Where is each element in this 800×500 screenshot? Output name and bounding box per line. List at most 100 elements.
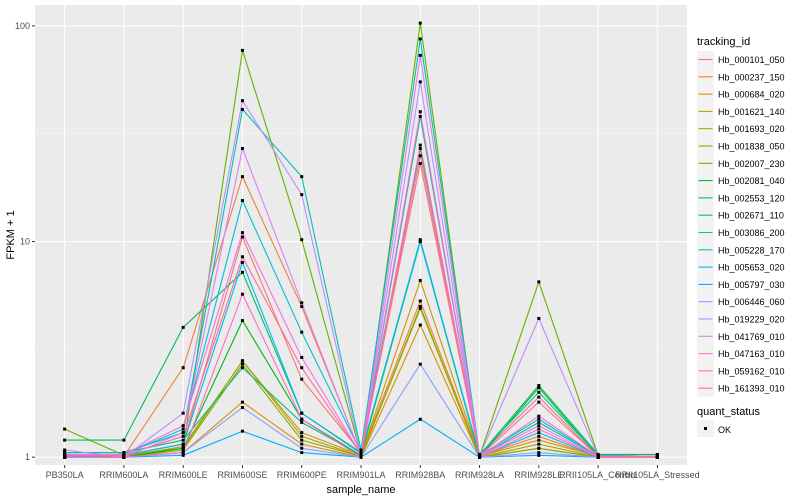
data-point: [418, 110, 422, 114]
data-point: [418, 240, 422, 244]
data-point: [122, 455, 126, 459]
data-point: [181, 448, 185, 452]
data-point: [181, 451, 185, 455]
legend-label: Hb_002081_040: [718, 176, 785, 186]
legend-label: Hb_001693_020: [718, 124, 785, 134]
legend-label: Hb_041769_010: [718, 332, 785, 342]
data-point: [655, 454, 659, 458]
data-point: [181, 434, 185, 438]
x-tick-label: RRIM928LE: [514, 470, 563, 480]
data-point: [300, 301, 304, 305]
data-point: [418, 323, 422, 327]
data-point: [300, 175, 304, 179]
x-tick-label: RRIM600SE: [217, 470, 267, 480]
data-point: [537, 400, 541, 404]
legend-title: tracking_id: [697, 36, 750, 48]
data-point: [359, 448, 363, 452]
data-point: [240, 107, 244, 111]
data-point: [240, 292, 244, 296]
data-point: [418, 304, 422, 308]
data-point: [300, 330, 304, 334]
data-point: [240, 260, 244, 264]
data-point: [300, 420, 304, 424]
series-points: [63, 21, 659, 459]
legend-label: Hb_005797_030: [718, 280, 785, 290]
x-tick-label: RRIM600LE: [159, 470, 208, 480]
data-point: [418, 162, 422, 166]
data-point: [300, 238, 304, 242]
data-point: [122, 451, 126, 455]
data-point: [63, 451, 67, 455]
data-point: [240, 235, 244, 239]
data-point: [300, 193, 304, 197]
data-point: [122, 453, 126, 457]
data-point: [537, 438, 541, 442]
data-point: [240, 362, 244, 366]
data-point: [240, 175, 244, 179]
data-point: [300, 442, 304, 446]
data-point: [537, 424, 541, 428]
data-point: [240, 359, 244, 363]
x-tick-label: RRIM600PE: [277, 470, 327, 480]
data-point: [63, 438, 67, 442]
data-point: [300, 417, 304, 421]
x-tick-label: RRII105LA_Control: [559, 470, 637, 480]
data-point: [122, 438, 126, 442]
data-point: [300, 411, 304, 415]
data-point: [537, 420, 541, 424]
data-point: [181, 366, 185, 370]
data-point: [240, 319, 244, 323]
data-point: [63, 448, 67, 452]
data-point: [300, 446, 304, 450]
y-axis: 1 10 100: [15, 21, 35, 462]
data-point: [537, 434, 541, 438]
data-point: [300, 366, 304, 370]
data-point: [63, 427, 67, 431]
data-point: [418, 143, 422, 147]
data-point: [181, 453, 185, 457]
legend-label: Hb_047163_010: [718, 349, 785, 359]
data-point: [240, 147, 244, 151]
data-point: [63, 455, 67, 459]
legend-label: Hb_002553_120: [718, 193, 785, 203]
legend-label: Hb_002007_230: [718, 159, 785, 169]
data-point: [537, 451, 541, 455]
data-point: [537, 431, 541, 435]
legend-label: Hb_000237_150: [718, 72, 785, 82]
data-point: [181, 411, 185, 415]
data-point: [359, 455, 363, 459]
legend-label: Hb_001621_140: [718, 107, 785, 117]
data-point: [300, 355, 304, 359]
y-axis-title: FPKM + 1: [5, 210, 17, 259]
x-axis-title: sample_name: [326, 484, 395, 496]
x-tick-label: RRIM600LA: [99, 470, 148, 480]
y-tick-label: 100: [15, 21, 30, 31]
data-point: [537, 442, 541, 446]
data-point: [181, 424, 185, 428]
x-axis: PB350LA RRIM600LA RRIM600LE RRIM600SE RRIM60…: [46, 465, 700, 480]
data-point: [418, 115, 422, 119]
data-point: [181, 427, 185, 431]
x-tick-label: RRIM901LA: [336, 470, 385, 480]
data-point: [181, 445, 185, 449]
data-point: [478, 454, 482, 458]
data-point: [300, 431, 304, 435]
y-tick-label: 10: [20, 237, 30, 247]
legend-label: Hb_000101_050: [718, 55, 785, 65]
data-point: [240, 400, 244, 404]
data-point: [418, 80, 422, 84]
data-point: [537, 427, 541, 431]
legend-label: Hb_019229_020: [718, 315, 785, 325]
legend-items: Hb_000101_050 Hb_000237_150 Hb_000684_020 H…: [697, 51, 785, 397]
data-point: [418, 299, 422, 303]
legend: tracking_id Hb_000101_050 Hb_000237_150 Hb…: [697, 36, 785, 437]
data-point: [240, 199, 244, 203]
legend-label: Hb_002671_110: [718, 211, 784, 221]
data-point: [240, 48, 244, 52]
x-tick-label: PB350LA: [46, 470, 84, 480]
legend-label: Hb_005228_170: [718, 245, 785, 255]
legend-label: Hb_005653_020: [718, 263, 785, 273]
data-point: [63, 453, 67, 457]
data-point: [181, 431, 185, 435]
